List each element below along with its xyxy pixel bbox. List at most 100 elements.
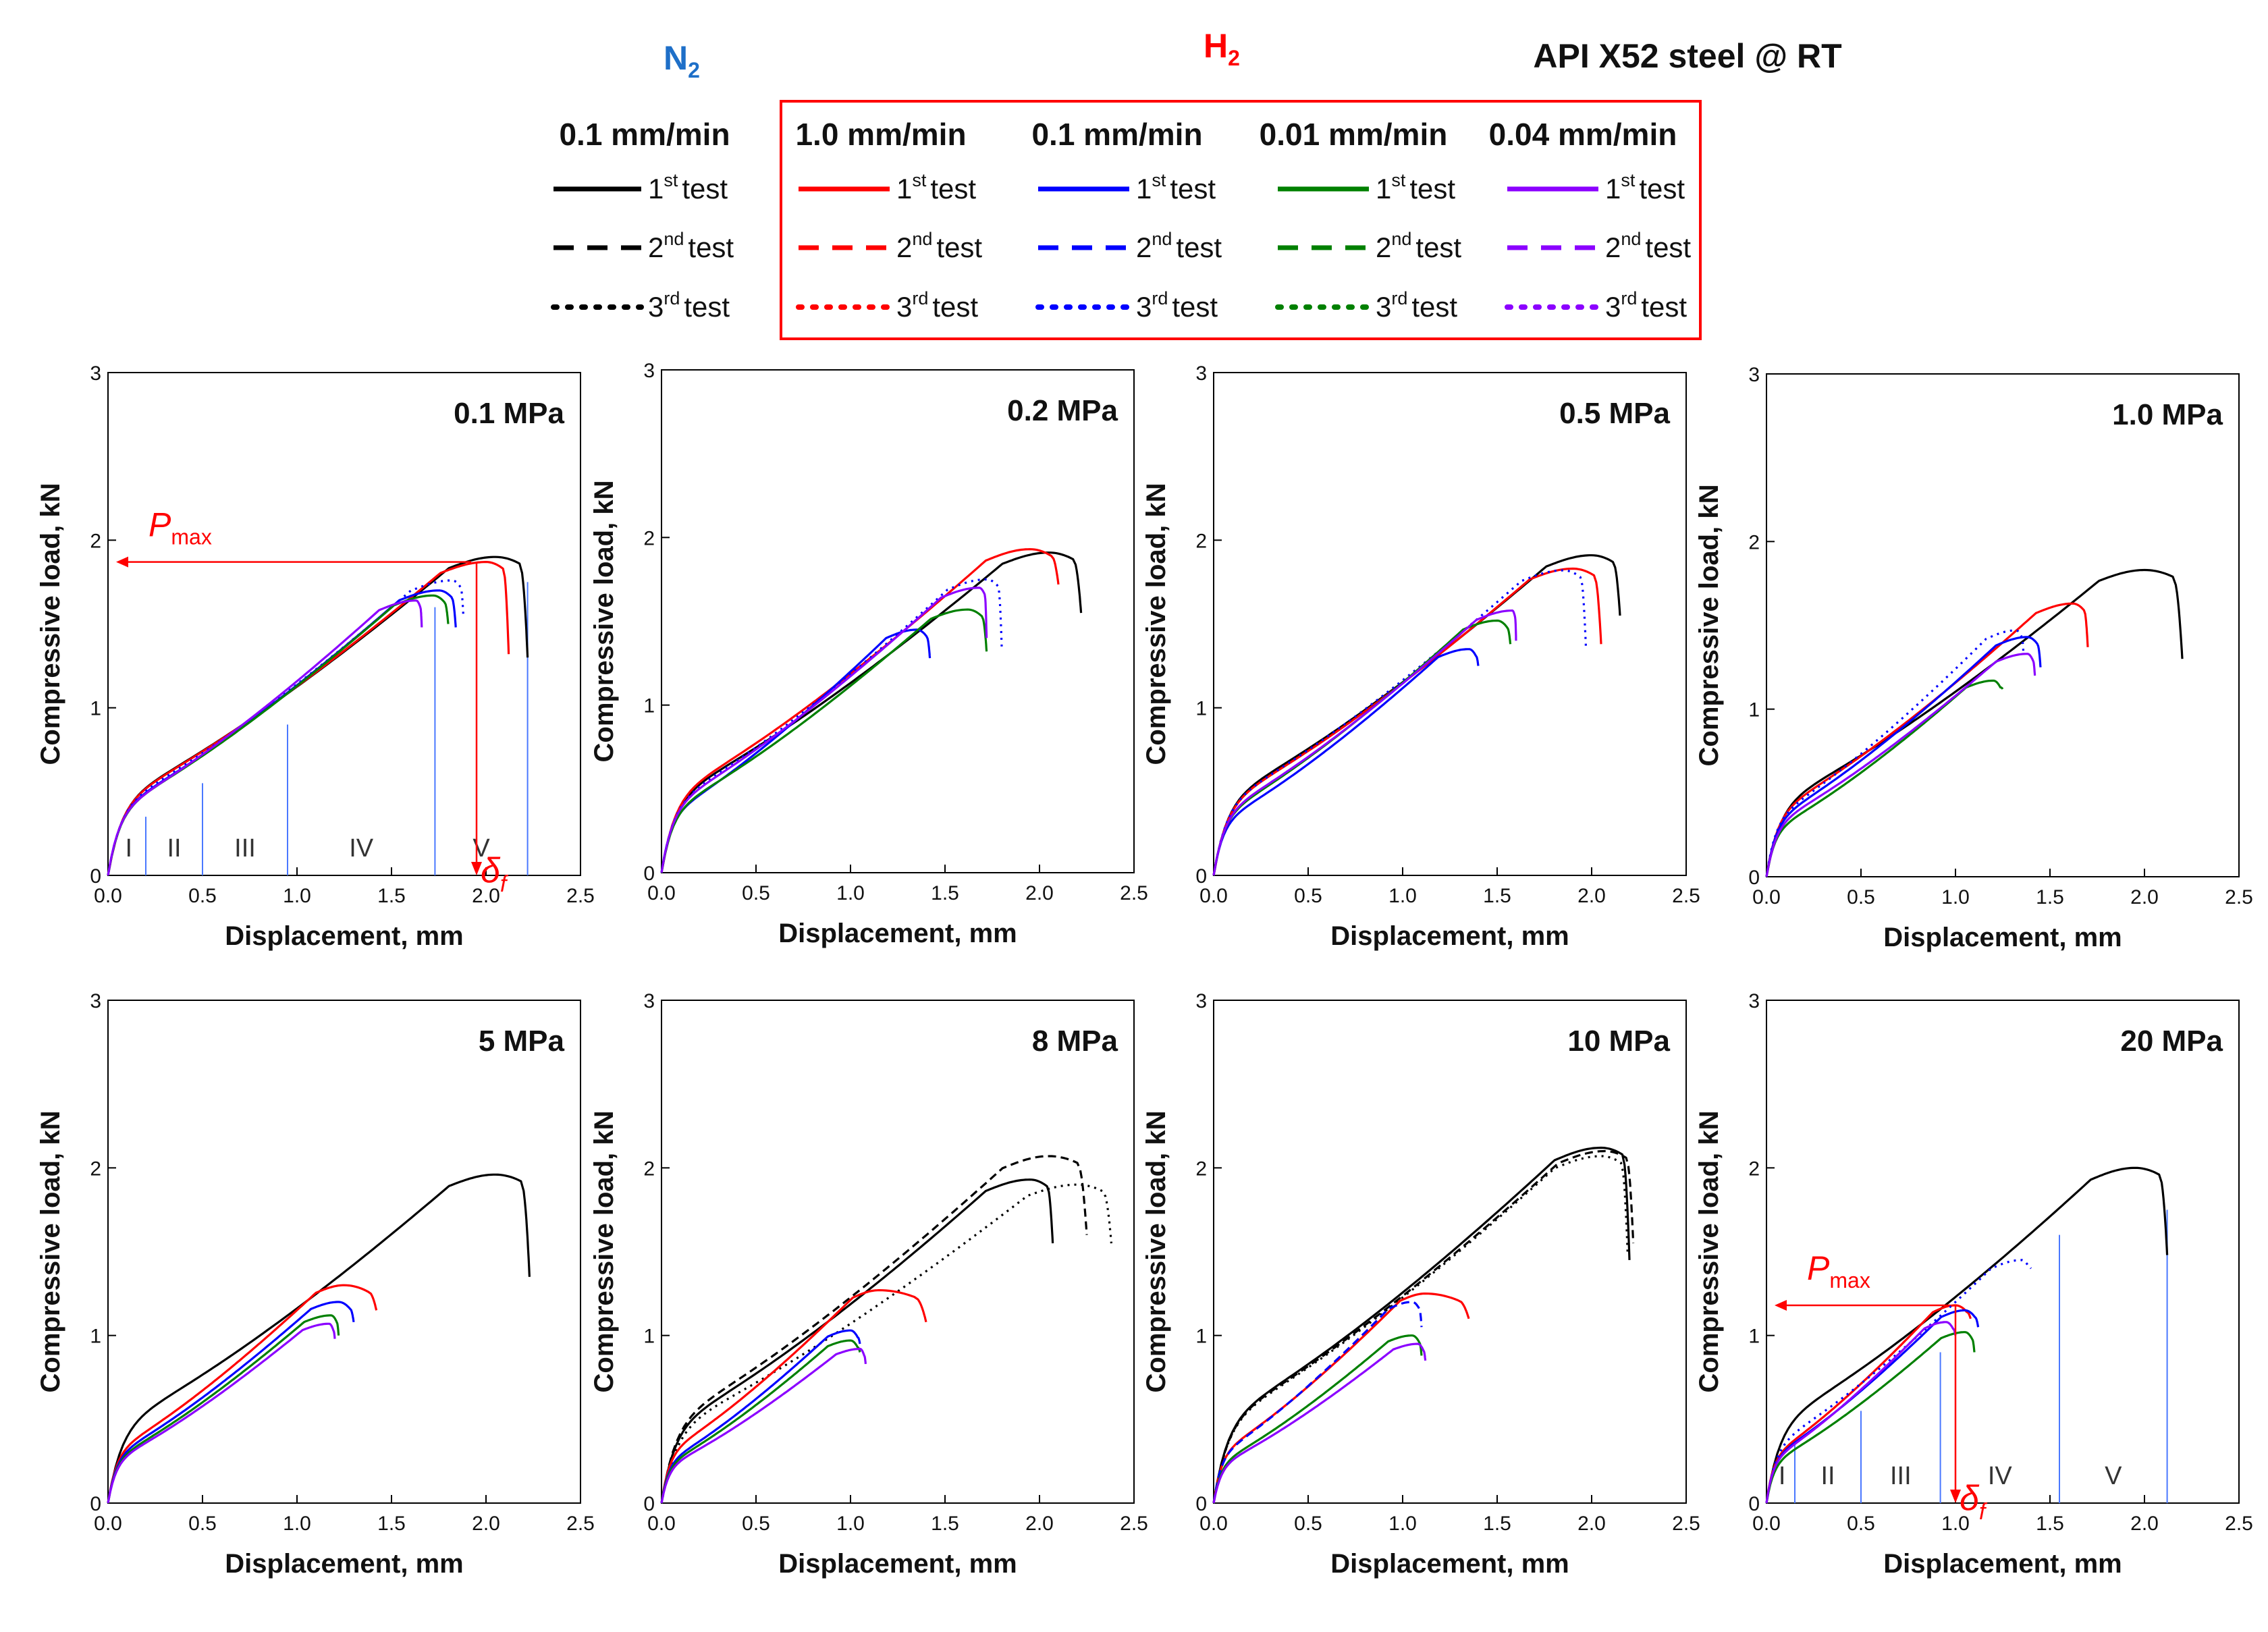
- plot-frame: [107, 372, 581, 876]
- x-tick-label: 2.0: [2130, 886, 2159, 908]
- x-tick-label: 0.5: [742, 1513, 770, 1535]
- series-h2-0-04-mm-min-1st-test: [107, 599, 423, 876]
- series-h2-0-01-mm-min-1st-test: [660, 1339, 861, 1504]
- y-tick-label: 1: [1195, 1326, 1207, 1348]
- x-axis-label: Displacement, mm: [1883, 1549, 2122, 1579]
- x-tick-label: 2.0: [1025, 882, 1054, 904]
- legend-label-r10-test2: 2nd test: [896, 229, 982, 263]
- pressure-label: 0.5 MPa: [1559, 397, 1670, 430]
- y-tick-label: 1: [90, 698, 101, 720]
- series-h2-0-1-mm-min-1st-test: [107, 1301, 355, 1504]
- pressure-label: 5 MPa: [479, 1025, 565, 1058]
- series-h2-0-01-mm-min-1st-test: [1765, 679, 2004, 877]
- panel-0-2-mpa: 0.0 0.5 1.0 1.5 2.0 2.5 0 1 2 3 Displacement, mm Co…: [589, 360, 1148, 948]
- series-h2-0-1-mm-min-1st-test: [660, 1329, 861, 1504]
- x-tick-label: 0.0: [1752, 886, 1781, 908]
- x-tick-label: 2.5: [2225, 886, 2253, 908]
- y-tick-label: 0: [1748, 1493, 1760, 1515]
- y-axis-label: Compressive load, kN: [589, 1111, 619, 1393]
- series-h2-0-1-mm-min-2nd-test: [1212, 1301, 1423, 1504]
- x-tick-label: 1.5: [1483, 885, 1511, 907]
- chart-panels: 0.0 0.5 1.0 1.5 2.0 2.5 0 1 2 3 Displacement, mm Co…: [36, 360, 2253, 1579]
- x-axis-label: Displacement, mm: [225, 921, 463, 951]
- series-h2-0-04-mm-min-1st-test: [660, 587, 988, 873]
- y-tick-label: 3: [1195, 362, 1207, 385]
- x-tick-label: 2.5: [1120, 882, 1148, 904]
- x-tick-label: 0.5: [1294, 1513, 1322, 1535]
- y-tick-label: 1: [1748, 1326, 1760, 1348]
- x-tick-label: 2.0: [472, 885, 500, 907]
- h2-legend-frame: [780, 100, 1702, 340]
- legend-h2-rate-1: 1.0 mm/min: [795, 117, 966, 152]
- x-axis-label: Displacement, mm: [778, 1549, 1017, 1579]
- panel-0-5-mpa: 0.0 0.5 1.0 1.5 2.0 2.5 0 1 2 3 Displacement, mm Co…: [1141, 362, 1700, 951]
- legend-label-n2-test1: 1st test: [648, 170, 728, 205]
- x-tick-label: 2.5: [1672, 1513, 1700, 1535]
- y-tick-label: 0: [643, 863, 655, 885]
- x-tick-label: 0.5: [742, 882, 770, 904]
- series-n2-0-1-mm-min-1st-test: [1212, 1146, 1631, 1504]
- y-axis-label: Compressive load, kN: [36, 483, 65, 765]
- y-tick-label: 0: [1195, 1493, 1207, 1515]
- y-tick-label: 0: [90, 1493, 101, 1515]
- legend-h2-rate-4: 0.04 mm/min: [1489, 117, 1677, 152]
- x-tick-label: 1.0: [1388, 885, 1417, 907]
- y-tick-label: 2: [1748, 1158, 1760, 1180]
- series-h2-0-01-mm-min-1st-test: [107, 1314, 340, 1504]
- x-tick-label: 1.5: [377, 885, 406, 907]
- x-axis-label: Displacement, mm: [1883, 923, 2122, 952]
- region-label: IV: [349, 834, 374, 863]
- y-axis-label: Compressive load, kN: [1694, 485, 1724, 767]
- pressure-label: 0.1 MPa: [454, 397, 564, 430]
- series-n2-0-1-mm-min-3rd-test: [1212, 1155, 1629, 1504]
- region-label: III: [234, 834, 256, 863]
- series-h2-0-1-mm-min-3rd-test: [1212, 569, 1588, 876]
- legend-label-n2-test2: 2nd test: [648, 229, 734, 263]
- x-tick-label: 1.0: [1388, 1513, 1417, 1535]
- series-h2-1-0-mm-min-1st-test: [107, 1284, 378, 1504]
- delta-f-label: δf: [481, 851, 509, 897]
- y-tick-label: 3: [1748, 364, 1760, 386]
- y-tick-label: 3: [1748, 990, 1760, 1012]
- x-tick-label: 2.0: [1577, 1513, 1606, 1535]
- series-h2-0-01-mm-min-1st-test: [1212, 1334, 1423, 1504]
- pressure-label: 10 MPa: [1567, 1025, 1670, 1058]
- plot-frame: [1213, 372, 1687, 876]
- delta-f-arrowhead: [1950, 1490, 1961, 1503]
- region-label: V: [2105, 1462, 2122, 1490]
- y-tick-label: 0: [1748, 867, 1760, 889]
- y-axis-label: Compressive load, kN: [1141, 483, 1171, 765]
- x-tick-label: 0.5: [188, 1513, 217, 1535]
- plot-frame: [661, 1000, 1135, 1504]
- x-tick-label: 0.0: [1199, 885, 1228, 907]
- plot-frame: [1213, 1000, 1687, 1504]
- y-tick-label: 3: [1195, 990, 1207, 1012]
- region-label: IV: [1988, 1462, 2013, 1490]
- plot-frame: [661, 369, 1135, 873]
- panel-20-mpa: 0.0 0.5 1.0 1.5 2.0 2.5 0 1 2 3 Displacement, mm Co…: [1694, 990, 2253, 1579]
- panel-1-0-mpa: 0.0 0.5 1.0 1.5 2.0 2.5 0 1 2 3 Displacement, mm Co…: [1694, 364, 2253, 952]
- x-tick-label: 2.5: [566, 1513, 595, 1535]
- series-h2-0-1-mm-min-3rd-test: [107, 579, 464, 876]
- plot-frame: [1766, 1000, 2240, 1504]
- legend-label-r001-test3: 3rd test: [1376, 288, 1457, 323]
- series-h2-0-1-mm-min-1st-test: [107, 589, 457, 876]
- pressure-label: 0.2 MPa: [1007, 394, 1118, 427]
- series-n2-0-1-mm-min-2nd-test: [1212, 1149, 1635, 1504]
- series-h2-0-1-mm-min-3rd-test: [1765, 1259, 2032, 1504]
- y-axis-label: Compressive load, kN: [36, 1111, 65, 1393]
- x-tick-label: 1.5: [2036, 886, 2064, 908]
- x-tick-label: 2.0: [2130, 1513, 2159, 1535]
- x-tick-label: 1.0: [1941, 886, 1970, 908]
- region-label: V: [473, 834, 490, 863]
- x-tick-label: 1.5: [377, 1513, 406, 1535]
- series-h2-0-1-mm-min-3rd-test: [1765, 629, 2025, 877]
- series-h2-0-04-mm-min-1st-test: [660, 1347, 867, 1504]
- legend-label-r01-test1: 1st test: [1136, 170, 1216, 205]
- y-tick-label: 2: [643, 527, 655, 549]
- legend: N2 H2 API X52 steel @ RT 0.1 mm/min 1.0 …: [551, 27, 1842, 340]
- y-tick-label: 0: [90, 865, 101, 888]
- y-axis-label: Compressive load, kN: [1694, 1111, 1724, 1393]
- pmax-arrowhead: [1775, 1299, 1787, 1311]
- legend-label-r10-test3: 3rd test: [896, 288, 978, 323]
